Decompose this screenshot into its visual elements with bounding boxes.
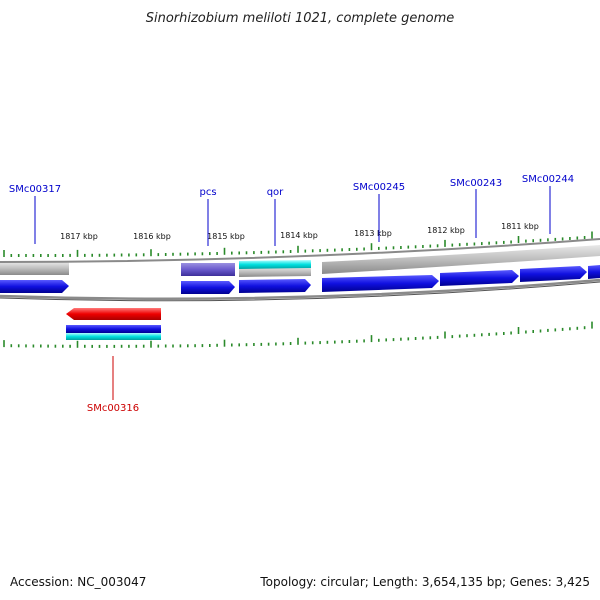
cds-arrow-partial: [588, 265, 600, 279]
tick-labels: 1817 kbp 1816 kbp 1815 kbp 1814 kbp 1813…: [60, 222, 539, 241]
tick-marks-lower: [3, 321, 593, 348]
cds-track-reverse: [66, 308, 161, 340]
cds-arrow-smc00317: [0, 280, 69, 293]
gene-track-upper: [0, 245, 600, 277]
cds-arrow-pcs: [181, 281, 235, 294]
gene-label-smc00243: SMc00243: [450, 178, 502, 189]
gene-feature: [0, 262, 69, 275]
cds-arrow-qor: [239, 279, 311, 293]
gene-label-qor: qor: [267, 187, 284, 198]
cds-track-forward: [0, 265, 600, 294]
genome-backbone: [0, 238, 600, 302]
tick-label: 1812 kbp: [427, 226, 465, 235]
gene-label-smc00316: SMc00316: [87, 403, 139, 414]
outer-ring: [0, 238, 600, 263]
genome-summary-text: Topology: circular; Length: 3,654,135 bp…: [259, 575, 590, 589]
gene-feature: [322, 245, 600, 274]
gene-feature-smc00316-b: [66, 333, 161, 340]
gene-feature-qor: [239, 260, 311, 269]
cds-arrow-smc00316: [66, 308, 161, 320]
tick-label: 1811 kbp: [501, 222, 539, 231]
cds-arrow-smc00244: [520, 266, 587, 282]
gene-labels: SMc00317 pcs qor SMc00245 SMc00243 SMc00…: [9, 174, 574, 414]
gene-label-pcs: pcs: [199, 187, 216, 198]
genome-title: Sinorhizobium meliloti 1021, complete ge…: [146, 11, 455, 26]
tick-label: 1817 kbp: [60, 232, 98, 241]
cds-arrow-smc00243: [440, 270, 519, 286]
tick-label: 1816 kbp: [133, 232, 171, 241]
gene-feature-pcs: [181, 263, 235, 276]
gene-label-smc00317: SMc00317: [9, 184, 61, 195]
gene-feature-smc00316: [66, 325, 161, 333]
cds-arrow-smc00245: [322, 275, 439, 292]
gene-label-smc00244: SMc00244: [522, 174, 574, 185]
accession-text: Accession: NC_003047: [10, 575, 146, 589]
tick-label: 1815 kbp: [207, 232, 245, 241]
tick-label: 1814 kbp: [280, 231, 318, 240]
gene-label-smc00245: SMc00245: [353, 182, 405, 193]
gene-feature: [239, 267, 311, 277]
gene-label-lines: [34, 186, 551, 400]
tick-label: 1813 kbp: [354, 229, 392, 238]
tick-marks-upper: [3, 231, 593, 257]
